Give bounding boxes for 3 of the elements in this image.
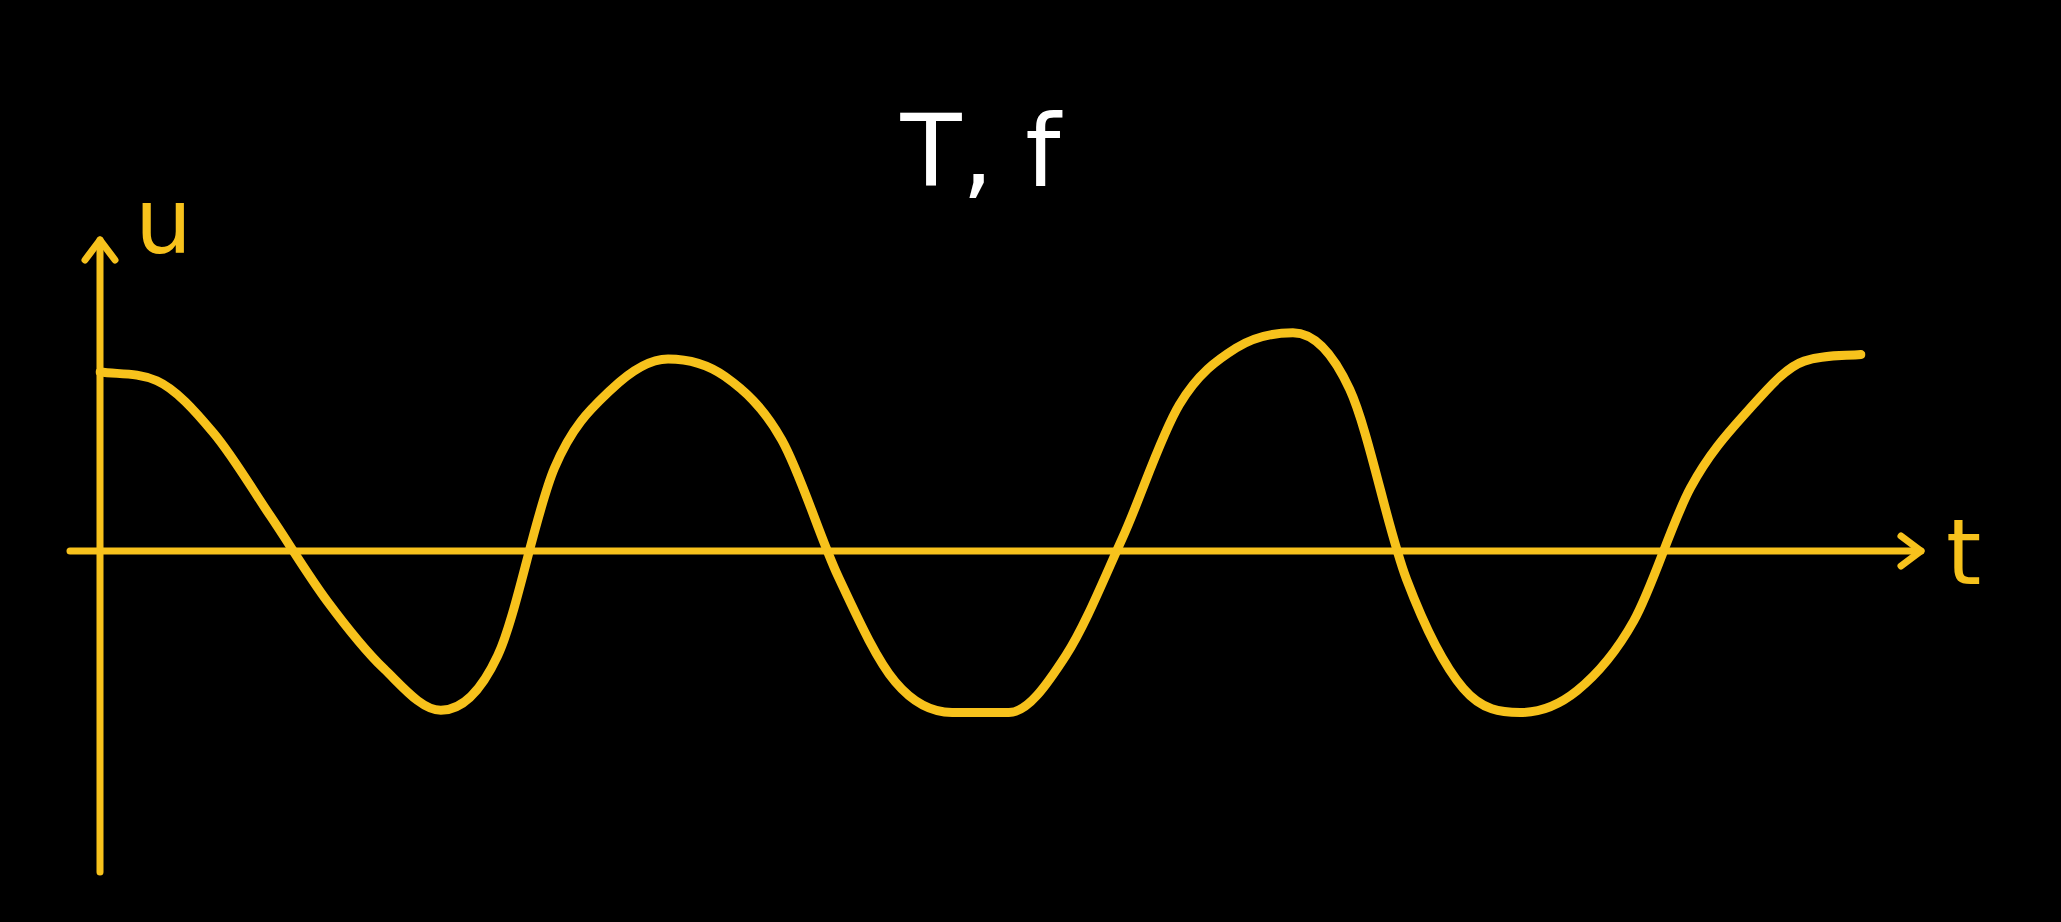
y-axis-title: u [135,169,193,275]
chart-title: T, f [899,92,1064,210]
x-axis-title: t [1946,500,1982,606]
